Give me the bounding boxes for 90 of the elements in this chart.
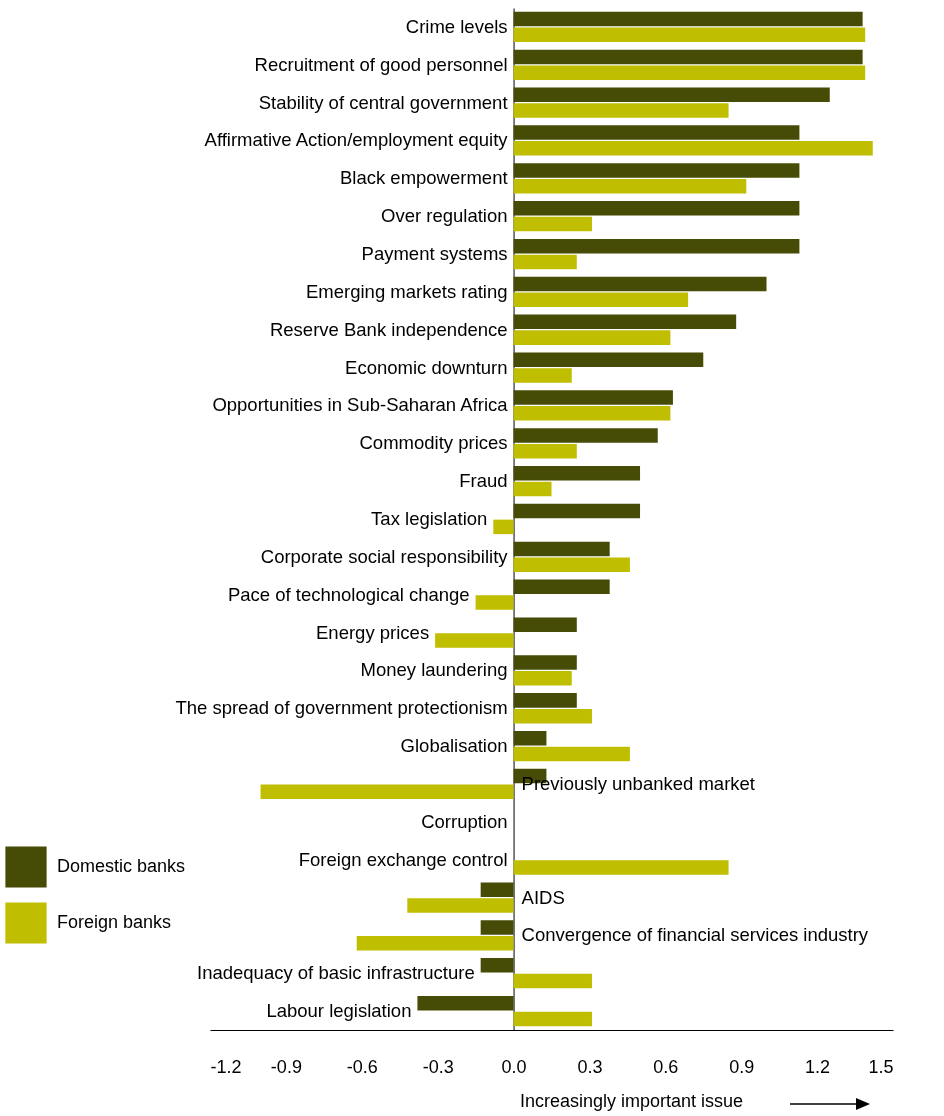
- y-tick-label: Commodity prices: [359, 432, 508, 454]
- bar: [513, 65, 866, 80]
- y-tick-label: Crime levels: [405, 15, 508, 37]
- x-tick-label: -1.2: [210, 1056, 242, 1077]
- bar: [435, 633, 514, 648]
- bar: [513, 163, 800, 178]
- bar: [513, 254, 577, 270]
- bar: [513, 557, 630, 572]
- x-tick-label: 0.0: [501, 1056, 527, 1077]
- y-tick-label: Emerging markets rating: [306, 280, 508, 302]
- bar: [513, 27, 866, 43]
- y-tick-label: Over regulation: [381, 205, 508, 227]
- bar: [513, 428, 658, 443]
- y-tick-label: Tax legislation: [371, 508, 488, 529]
- y-tick-label: Black empowerment: [339, 167, 508, 189]
- x-tick-label: -0.9: [270, 1056, 302, 1077]
- bar: [493, 519, 514, 535]
- bar: [513, 406, 671, 421]
- y-tick-label: Reserve Bank independence: [269, 318, 508, 340]
- bar: [513, 11, 863, 27]
- y-tick-label: Corruption: [421, 810, 508, 832]
- y-tick-label: Globalisation: [400, 735, 508, 757]
- bar: [356, 936, 514, 951]
- bar: [513, 541, 610, 557]
- bar: [513, 860, 729, 875]
- bar: [407, 898, 514, 913]
- bar: [513, 276, 767, 292]
- bar: [480, 882, 514, 897]
- bar: [513, 390, 673, 405]
- bar: [513, 503, 641, 519]
- y-tick-label: Labour legislation: [266, 1000, 412, 1022]
- y-tick-label: Pace of technological change: [227, 583, 470, 605]
- x-tick-label: 1.2: [805, 1056, 831, 1077]
- y-tick-label: Previously unbanked market: [521, 772, 755, 794]
- bar: [513, 1011, 592, 1027]
- bar: [480, 958, 514, 973]
- x-tick-label: -0.3: [422, 1056, 454, 1077]
- bar: [513, 49, 863, 65]
- bar: [513, 481, 552, 497]
- bar: [513, 238, 800, 254]
- bar: [513, 466, 641, 481]
- legend-label: Foreign banks: [57, 912, 172, 932]
- bar: [513, 125, 800, 140]
- y-tick-label: AIDS: [521, 886, 565, 908]
- y-tick-label: Stability of central government: [258, 91, 508, 113]
- bar: [513, 314, 737, 330]
- x-tick-label: 1.5: [868, 1056, 894, 1077]
- bar: [480, 920, 514, 935]
- bar: [260, 784, 514, 800]
- bar: [513, 655, 577, 670]
- y-tick-label: Affirmative Action/employment equity: [204, 129, 509, 151]
- bar: [513, 708, 592, 724]
- y-tick-label: Opportunities in Sub-Saharan Africa: [212, 394, 509, 416]
- bar: [513, 330, 671, 345]
- x-tick-label: 0.6: [653, 1056, 679, 1077]
- bar: [475, 595, 514, 610]
- y-tick-label: Inadequacy of basic infrastructure: [197, 962, 475, 984]
- y-tick-label: Fraud: [459, 470, 508, 492]
- y-tick-label: Economic downturn: [345, 356, 508, 378]
- bar: [513, 178, 747, 194]
- y-tick-label: Money laundering: [360, 659, 508, 681]
- bar: [513, 671, 572, 686]
- x-tick-label: 0.3: [577, 1056, 603, 1077]
- bar: [513, 617, 577, 632]
- x-tick-label: 0.9: [729, 1056, 755, 1077]
- bar: [513, 87, 830, 102]
- bar: [513, 746, 630, 762]
- bar: [513, 216, 592, 232]
- y-tick-label: Payment systems: [361, 243, 508, 265]
- bar: [513, 292, 689, 308]
- bar: [513, 368, 572, 383]
- y-tick-label: The spread of government protectionism: [175, 697, 508, 719]
- bar: [513, 352, 704, 367]
- bar: [513, 443, 577, 459]
- y-tick-label: Recruitment of good personnel: [254, 53, 508, 75]
- y-tick-label: Convergence of financial services industry: [521, 924, 869, 946]
- legend-label: Domestic banks: [57, 856, 186, 876]
- x-tick-label: -0.6: [346, 1056, 378, 1077]
- y-tick-label: Energy prices: [316, 621, 430, 643]
- bar: [513, 579, 610, 595]
- bar: [513, 201, 800, 216]
- bar: [417, 995, 514, 1011]
- bar: [513, 693, 577, 708]
- y-tick-label: Foreign exchange control: [298, 848, 508, 870]
- bar: [513, 103, 729, 118]
- x-axis-title: Increasingly important issue: [519, 1090, 744, 1111]
- y-tick-label: Corporate social responsibility: [260, 545, 509, 567]
- bar: [513, 730, 547, 746]
- bar: [513, 973, 592, 989]
- bar: [513, 141, 873, 156]
